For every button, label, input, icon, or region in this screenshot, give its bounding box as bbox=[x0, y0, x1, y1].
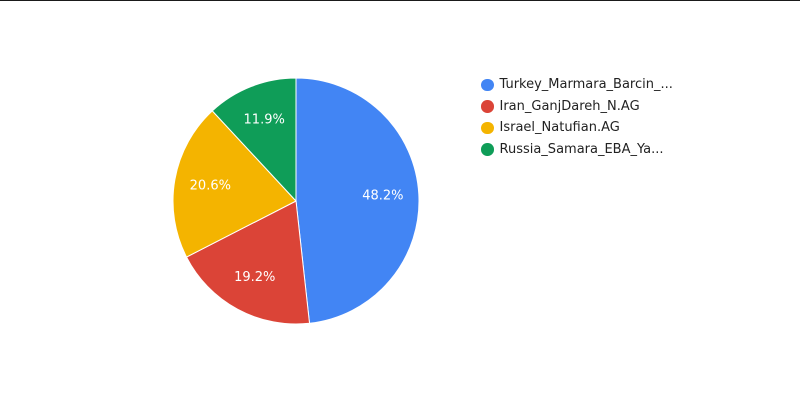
pie-slice[interactable] bbox=[185, 200, 311, 325]
pie-slice[interactable] bbox=[172, 110, 297, 258]
pie-slice[interactable] bbox=[211, 77, 297, 203]
legend-item[interactable]: Turkey_Marmara_Barcin_... bbox=[481, 74, 673, 96]
legend-color-dot bbox=[481, 143, 494, 156]
chart-legend: Turkey_Marmara_Barcin_... Iran_GanjDareh… bbox=[481, 74, 673, 160]
legend-label: Iran_GanjDareh_N.AG bbox=[499, 98, 640, 114]
legend-item[interactable]: Israel_Natufian.AG bbox=[481, 117, 673, 139]
legend-label: Israel_Natufian.AG bbox=[499, 120, 620, 136]
slice-percent-label: 20.6% bbox=[190, 178, 231, 193]
legend-label: Turkey_Marmara_Barcin_... bbox=[499, 77, 673, 93]
legend-color-dot bbox=[481, 78, 494, 92]
slice-percent-label: 19.2% bbox=[234, 270, 275, 285]
legend-label: Russia_Samara_EBA_Ya... bbox=[499, 142, 664, 158]
slice-percent-label: 11.9% bbox=[244, 113, 285, 128]
legend-color-dot bbox=[481, 100, 494, 113]
legend-color-dot bbox=[481, 121, 494, 135]
legend-item[interactable]: Iran_GanjDareh_N.AG bbox=[481, 96, 673, 118]
pie-slice[interactable] bbox=[295, 77, 420, 324]
legend-item[interactable]: Russia_Samara_EBA_Ya... bbox=[481, 139, 673, 161]
slice-percent-label: 48.2% bbox=[362, 189, 403, 204]
